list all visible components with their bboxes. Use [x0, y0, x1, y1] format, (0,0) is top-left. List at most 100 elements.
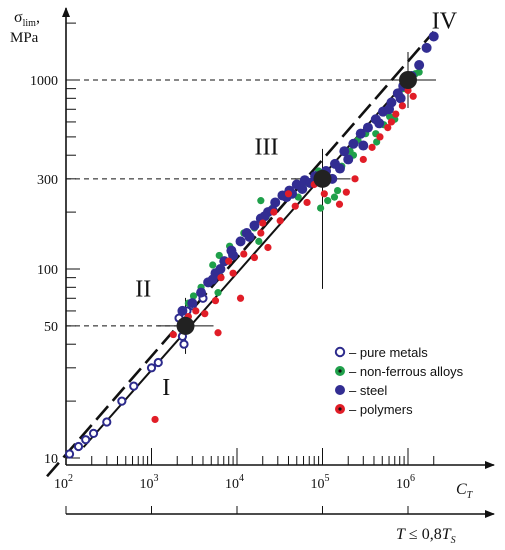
steel-point	[207, 274, 218, 285]
legend-label: – pure metals	[349, 345, 428, 360]
steel-point	[244, 231, 255, 242]
non-ferrous-point	[189, 292, 198, 300]
steel-point	[414, 60, 425, 71]
polymer-point	[398, 102, 406, 110]
polymer-point	[387, 118, 396, 126]
key-point	[399, 71, 417, 89]
x-axis-subscript: T	[467, 490, 474, 501]
steel-point	[421, 42, 432, 53]
legend-marker	[335, 385, 345, 395]
y-tick-label: 100	[37, 263, 58, 278]
region-label: III	[254, 135, 278, 161]
polymer-point	[264, 243, 272, 252]
data-points	[64, 31, 439, 459]
steel-point	[358, 140, 369, 151]
polymer-point	[211, 297, 220, 305]
non-ferrous-point	[209, 261, 217, 269]
polymer-point	[303, 198, 311, 207]
steel-point	[196, 287, 207, 298]
y-axis-unit: MPa	[10, 30, 39, 46]
steel-point	[355, 128, 366, 139]
polymer-point	[201, 310, 209, 318]
y-axis-label: σlim,	[14, 9, 40, 29]
x-tick-label: 105	[311, 473, 330, 492]
fit-line	[46, 30, 435, 478]
ticks	[65, 22, 435, 514]
polymer-point	[284, 190, 293, 198]
legend-label: – non-ferrous alloys	[349, 364, 464, 379]
pure-metals-point	[146, 363, 157, 373]
polymer-point	[151, 415, 159, 424]
polymer-point	[409, 92, 417, 100]
x-tick-label: 104	[225, 473, 244, 492]
axes	[62, 7, 495, 518]
polymer-point	[392, 110, 400, 118]
polymer-point	[342, 188, 350, 196]
polymer-point	[291, 202, 299, 210]
steel-point	[187, 298, 198, 309]
polymer-point	[225, 257, 233, 265]
steel-point	[334, 163, 345, 174]
polymer-point	[192, 307, 200, 315]
non-ferrous-point	[215, 251, 223, 260]
polymer-point	[236, 294, 245, 302]
steel-point	[362, 122, 373, 133]
polymer-point	[376, 133, 384, 141]
legend-label: – steel	[349, 383, 387, 398]
pure-metals-point	[117, 396, 127, 406]
x-axis-symbol: C	[456, 481, 467, 498]
steel-point	[343, 154, 354, 165]
pure-metals-point	[73, 441, 84, 452]
legend-label: – polymers	[349, 402, 413, 417]
steel-point	[339, 146, 350, 157]
key-point	[176, 316, 195, 335]
lower-axis-rhs: T	[442, 526, 452, 543]
legend-marker-center	[338, 369, 342, 373]
steel-point	[235, 236, 246, 247]
steel-point	[384, 104, 395, 115]
steel-point	[249, 220, 260, 231]
non-ferrous-point	[373, 138, 381, 146]
non-ferrous-point	[257, 197, 265, 205]
steel-point	[259, 211, 270, 222]
polymer-point	[250, 253, 259, 262]
pure-metals-point	[153, 357, 163, 368]
pure-metals-point	[88, 428, 99, 438]
y-axis-symbol: σ	[14, 9, 23, 26]
steel-point	[270, 197, 281, 208]
polymer-point	[276, 217, 284, 225]
non-ferrous-point	[333, 186, 342, 195]
y-tick-label: 50	[44, 320, 58, 335]
non-ferrous-point	[255, 237, 263, 245]
polymer-point	[351, 175, 359, 183]
polymer-point	[257, 229, 265, 237]
polymer-point	[229, 269, 237, 277]
region-label: I	[162, 375, 170, 401]
polymer-point	[214, 329, 222, 337]
non-ferrous-point	[324, 197, 332, 205]
y-tick-label: 10	[44, 452, 58, 467]
legend-marker	[334, 346, 346, 358]
pure-metals-point	[129, 381, 139, 391]
guide-lines	[66, 52, 436, 354]
legend-marker-center	[338, 407, 342, 411]
non-ferrous-point	[415, 68, 423, 76]
polymer-point	[384, 123, 392, 132]
x-tick-label: 106	[396, 473, 415, 492]
pure-metals-point	[81, 435, 91, 445]
region-label: IV	[432, 8, 458, 34]
lower-axis-lhs: T	[396, 526, 406, 543]
lower-axis-rhs-sub: S	[451, 535, 456, 546]
polymer-point	[359, 155, 367, 164]
polymer-point	[320, 190, 328, 198]
x-axis-label: CT	[456, 481, 474, 501]
steel-point	[215, 264, 226, 274]
steel-point	[228, 250, 239, 261]
polymer-point	[169, 330, 177, 339]
pure-metals-point	[179, 339, 189, 349]
tick-labels: 102 103 104 105 106 10 50 100 300 1000	[30, 74, 415, 492]
steel-point	[395, 93, 406, 104]
polymer-point	[335, 200, 344, 208]
polymer-point	[240, 250, 248, 258]
